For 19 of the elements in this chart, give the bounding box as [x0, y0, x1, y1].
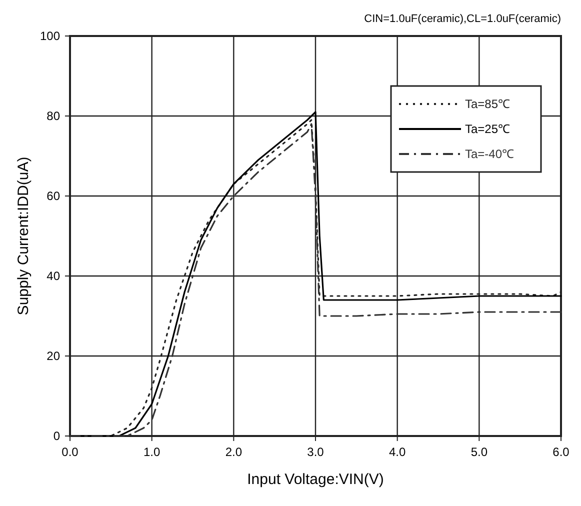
y-tick-label: 0: [53, 429, 60, 443]
y-tick-label: 100: [40, 29, 60, 43]
x-tick-label: 3.0: [307, 445, 324, 459]
x-tick-label: 4.0: [388, 445, 406, 459]
y-tick-label: 40: [46, 269, 60, 283]
y-tick-label: 20: [46, 349, 60, 363]
x-tick-label: 5.0: [470, 445, 488, 459]
chart-title: CIN=1.0uF(ceramic),CL=1.0uF(ceramic): [364, 13, 561, 25]
text: Ta=-40℃: [465, 147, 514, 161]
y-tick-label: 80: [46, 109, 60, 123]
x-axis-title: Input Voltage:VIN(V): [247, 471, 384, 488]
text: Ta=25℃: [465, 122, 510, 136]
x-tick-label: 6.0: [552, 445, 570, 459]
x-tick-label: 1.0: [143, 445, 160, 459]
y-axis-title: Supply Current:IDD(uA): [15, 156, 32, 316]
text: Ta=85℃: [465, 97, 510, 111]
y-tick-label: 60: [46, 189, 60, 203]
x-tick-label: 2.0: [225, 445, 242, 459]
x-tick-label: 0.0: [62, 445, 79, 459]
